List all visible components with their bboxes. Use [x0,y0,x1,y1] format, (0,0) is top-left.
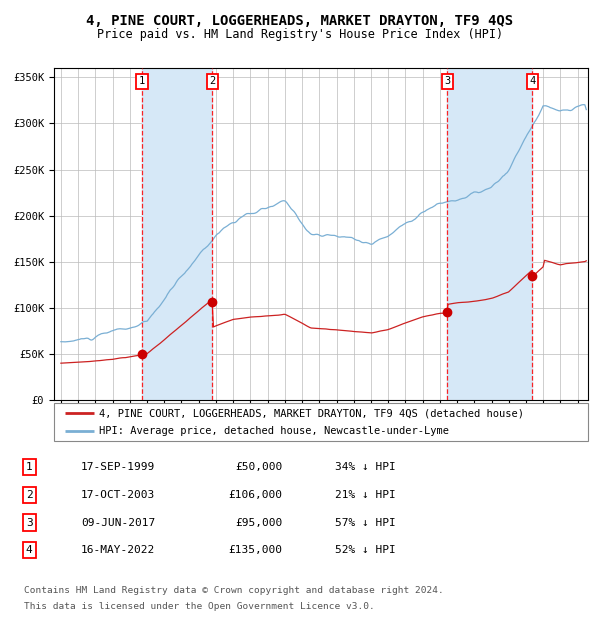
Bar [448,68,532,400]
Text: Price paid vs. HM Land Registry's House Price Index (HPI): Price paid vs. HM Land Registry's House … [97,28,503,40]
Text: 3: 3 [445,76,451,86]
Text: 4: 4 [529,76,535,86]
Text: HPI: Average price, detached house, Newcastle-under-Lyme: HPI: Average price, detached house, Newc… [100,426,449,436]
Bar [142,68,212,400]
Text: 1: 1 [139,76,145,86]
Text: 17-SEP-1999: 17-SEP-1999 [81,462,155,472]
Text: 1: 1 [26,462,32,472]
Text: 16-MAY-2022: 16-MAY-2022 [81,546,155,556]
Text: 09-JUN-2017: 09-JUN-2017 [81,518,155,528]
Text: 4: 4 [26,546,32,556]
FancyBboxPatch shape [54,403,588,441]
Text: 52% ↓ HPI: 52% ↓ HPI [335,546,395,556]
Text: £135,000: £135,000 [229,546,283,556]
Text: £50,000: £50,000 [235,462,283,472]
Text: 57% ↓ HPI: 57% ↓ HPI [335,518,395,528]
Text: £95,000: £95,000 [235,518,283,528]
Text: 4, PINE COURT, LOGGERHEADS, MARKET DRAYTON, TF9 4QS: 4, PINE COURT, LOGGERHEADS, MARKET DRAYT… [86,14,514,28]
Text: £106,000: £106,000 [229,490,283,500]
Text: 17-OCT-2003: 17-OCT-2003 [81,490,155,500]
Text: 2: 2 [26,490,32,500]
Text: 34% ↓ HPI: 34% ↓ HPI [335,462,395,472]
Text: 4, PINE COURT, LOGGERHEADS, MARKET DRAYTON, TF9 4QS (detached house): 4, PINE COURT, LOGGERHEADS, MARKET DRAYT… [100,409,524,419]
Text: 2: 2 [209,76,215,86]
Text: Contains HM Land Registry data © Crown copyright and database right 2024.: Contains HM Land Registry data © Crown c… [24,586,444,595]
Text: This data is licensed under the Open Government Licence v3.0.: This data is licensed under the Open Gov… [24,602,375,611]
Text: 21% ↓ HPI: 21% ↓ HPI [335,490,395,500]
Text: 3: 3 [26,518,32,528]
